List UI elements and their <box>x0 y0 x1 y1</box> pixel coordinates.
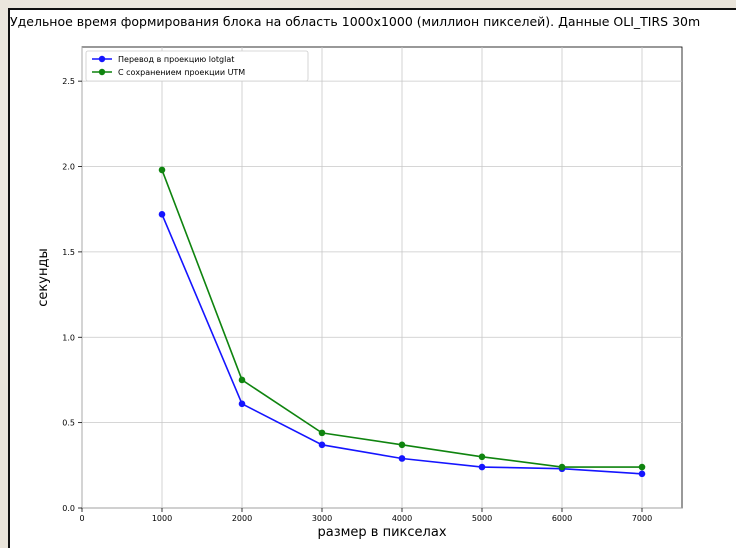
data-point <box>398 441 406 449</box>
grid <box>81 47 682 509</box>
data-point <box>478 453 486 461</box>
data-point <box>238 400 246 408</box>
x-tick-label: 5000 <box>472 514 492 523</box>
y-tick-label: 1.0 <box>62 333 75 342</box>
data-point <box>398 455 406 462</box>
y-tick-label: 1.5 <box>62 248 75 257</box>
x-tick-label: 7000 <box>632 514 652 523</box>
data-point <box>318 429 326 437</box>
chart-window: Удельное время формирования блока на обл… <box>8 8 736 548</box>
data-point <box>238 376 246 384</box>
series-lines <box>158 166 646 478</box>
legend-box <box>85 50 309 82</box>
series-2 <box>158 166 646 471</box>
y-tick-label: 0.5 <box>62 419 75 428</box>
x-tick-label: 1000 <box>152 514 172 523</box>
legend-item: Перевод в проекцию lotglat <box>92 55 234 64</box>
data-point <box>158 211 166 218</box>
legend-marker <box>98 68 106 76</box>
data-point <box>318 441 326 449</box>
chart-title: Удельное время формирования блока на обл… <box>10 14 700 29</box>
plot-area <box>81 46 683 509</box>
legend: Перевод в проекцию lotglat С сохранением … <box>85 50 309 82</box>
legend-marker <box>98 55 106 63</box>
x-axis-label: размер в пикселах <box>317 525 446 540</box>
x-tick-label: 3000 <box>312 514 332 523</box>
data-point <box>558 463 566 471</box>
y-tick-label: 2.0 <box>62 163 75 172</box>
x-tick-label: 2000 <box>232 514 252 523</box>
x-tick-label: 6000 <box>552 514 572 523</box>
data-point <box>638 470 646 478</box>
y-tick-label: 0.0 <box>62 504 75 513</box>
y-axis-label: секунды <box>36 248 51 306</box>
axis-ticks: 0 1000 2000 3000 4000 5000 6000 7000 0.0 0.5 1.0 1.… <box>62 77 652 523</box>
x-tick-label: 4000 <box>392 514 412 523</box>
legend-label: С сохранением проекции UTM <box>118 68 245 77</box>
x-tick-label: 0 <box>79 514 84 523</box>
legend-item: С сохранением проекции UTM <box>92 68 245 77</box>
data-point <box>638 463 646 471</box>
line-chart: Удельное время формирования блока на обл… <box>10 14 700 540</box>
legend-label: Перевод в проекцию lotglat <box>118 55 234 64</box>
data-point <box>158 166 166 174</box>
y-tick-label: 2.5 <box>62 77 75 86</box>
data-point <box>478 463 486 471</box>
